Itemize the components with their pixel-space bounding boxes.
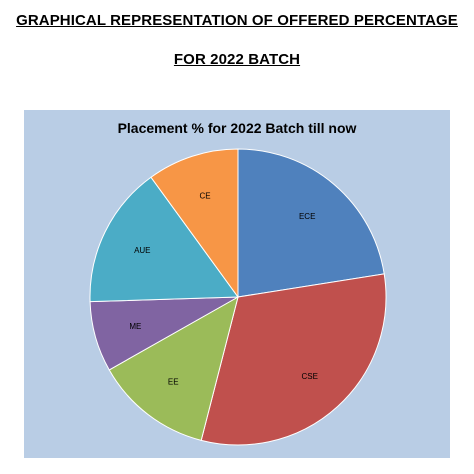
pie-slice-aue bbox=[89, 176, 239, 303]
pie-slice-ce bbox=[150, 148, 239, 299]
pie-label-aue: AUE bbox=[134, 246, 150, 255]
pie-slice-ece bbox=[237, 148, 385, 298]
pie-label-cse: CSE bbox=[301, 372, 317, 381]
pie-slice-ee bbox=[108, 295, 239, 441]
pie-label-ece: ECE bbox=[299, 212, 315, 221]
chart-title: Placement % for 2022 Batch till now bbox=[118, 120, 357, 136]
document-heading-line-2: FOR 2022 BATCH bbox=[173, 51, 301, 68]
pie-slice-labels: ECE CSE EE ME AUE CE bbox=[129, 192, 318, 387]
pie-label-ce: CE bbox=[200, 192, 211, 201]
chart-area: Placement % for 2022 Batch till now ECE C… bbox=[24, 110, 450, 458]
pie-slices bbox=[89, 148, 387, 446]
document-heading-line-1: GRAPHICAL REPRESENTATION OF OFFERED PERC… bbox=[16, 12, 458, 29]
pie-label-me: ME bbox=[129, 322, 141, 331]
pie-chart: Placement % for 2022 Batch till now ECE C… bbox=[89, 120, 387, 446]
pie-slice-cse bbox=[200, 273, 387, 446]
pie-label-ee: EE bbox=[168, 378, 179, 387]
